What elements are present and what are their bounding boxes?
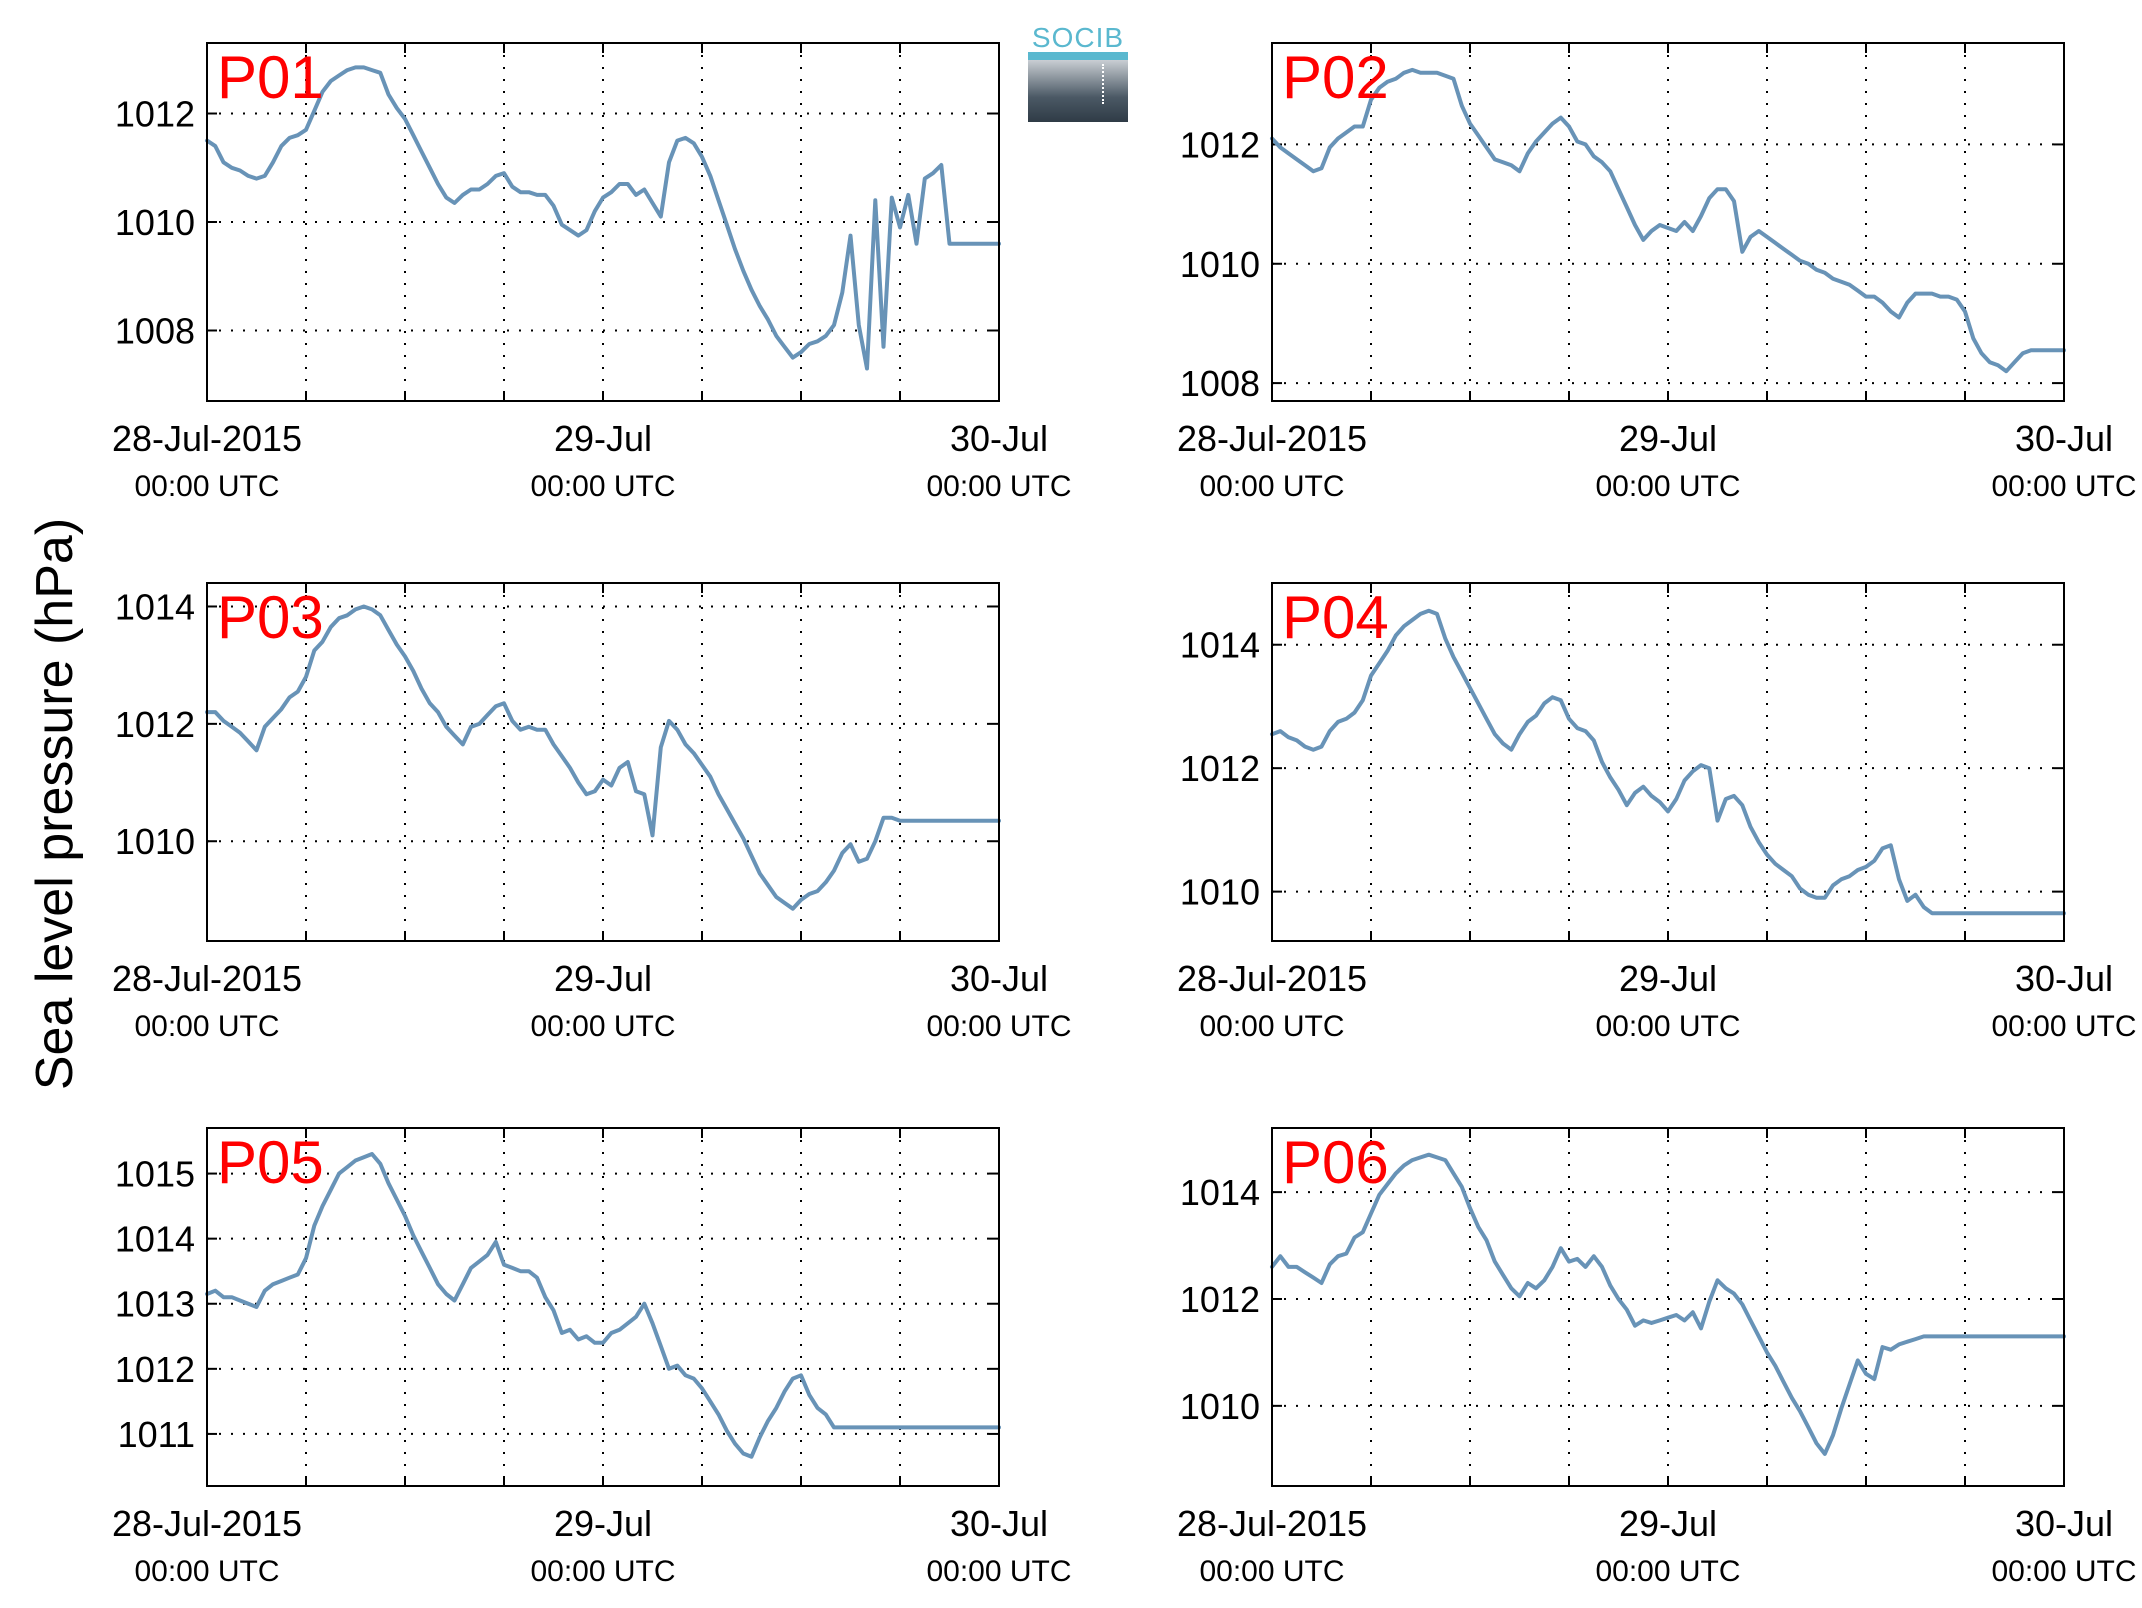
p06-ytick-label: 1014 [1180,1172,1260,1213]
p05-ytick-label: 1012 [115,1349,195,1390]
p04-xtick-label-date: 30-Jul [2015,958,2113,999]
p02-xtick-label-time: 00:00 UTC [1199,470,1344,503]
p02-ytick-label: 1012 [1180,124,1260,165]
p05-xtick-label-date: 28-Jul-2015 [112,1503,302,1544]
p04-xtick-label-time: 00:00 UTC [1199,1010,1344,1043]
p01-ytick-label: 1012 [115,94,195,135]
p01-xtick-label-time: 00:00 UTC [926,470,1071,503]
p03-ytick-label: 1014 [115,586,195,627]
p02-ytick-label: 1008 [1180,363,1260,404]
p03-xtick-label-date: 29-Jul [554,958,652,999]
p04-axes-frame [1271,582,2065,942]
p05-panel-label: P05 [217,1129,324,1196]
p01-xtick-label-time: 00:00 UTC [134,470,279,503]
p04-ytick-label: 1012 [1180,748,1260,789]
p03-axes-frame [206,582,1000,942]
p05-ytick-label: 1014 [115,1219,195,1260]
socib-logo: SOCIB [1028,22,1128,122]
p06-ytick-label: 1012 [1180,1279,1260,1320]
p05-series-line [205,1152,1001,1459]
p05-xtick-label-date: 30-Jul [950,1503,1048,1544]
p03-ytick-label: 1010 [115,821,195,862]
p06-xtick-label-time: 00:00 UTC [1595,1555,1740,1588]
p01-ytick-label: 1010 [115,202,195,243]
p05-xtick-label-time: 00:00 UTC [926,1555,1071,1588]
p06-xtick-label-time: 00:00 UTC [1991,1555,2136,1588]
p02-xtick-label-date: 29-Jul [1619,418,1717,459]
p01-panel-label: P01 [217,44,324,111]
p01-xtick-label-date: 29-Jul [554,418,652,459]
p04-panel-label: P04 [1282,584,1389,651]
p06-xtick-label-time: 00:00 UTC [1199,1555,1344,1588]
p04-xtick-label-time: 00:00 UTC [1595,1010,1740,1043]
p03-panel-label: P03 [217,584,324,651]
p03-xtick-label-date: 30-Jul [950,958,1048,999]
p02-panel-label: P02 [1282,44,1389,111]
p06-xtick-label-date: 30-Jul [2015,1503,2113,1544]
p03-ytick-label: 1012 [115,704,195,745]
p01-xtick-label-date: 30-Jul [950,418,1048,459]
p06-xtick-label-date: 28-Jul-2015 [1177,1503,1367,1544]
p05-xtick-label-time: 00:00 UTC [530,1555,675,1588]
p01-axes-frame [206,42,1000,402]
p03-xtick-label-time: 00:00 UTC [134,1010,279,1043]
p01-xtick-label-time: 00:00 UTC [530,470,675,503]
p03-xtick-label-time: 00:00 UTC [530,1010,675,1043]
p05-xtick-label-date: 29-Jul [554,1503,652,1544]
p04-xtick-label-date: 28-Jul-2015 [1177,958,1367,999]
p01-ytick-label: 1008 [115,310,195,351]
p04-xtick-label-time: 00:00 UTC [1991,1010,2136,1043]
p03-xtick-label-date: 28-Jul-2015 [112,958,302,999]
p02-series-line [1270,67,2066,374]
p01-series-line [205,65,1001,371]
p06-ytick-label: 1010 [1180,1386,1260,1427]
p05-ytick-label: 1011 [118,1414,195,1455]
p05-ytick-label: 1015 [115,1154,195,1195]
p04-ytick-label: 1014 [1180,625,1260,666]
p03-series-line [205,604,1001,911]
p05-ytick-label: 1013 [115,1284,195,1325]
p02-xtick-label-time: 00:00 UTC [1595,470,1740,503]
p02-axes-frame [1271,42,2065,402]
p04-series-line [1270,608,2066,916]
p06-panel-label: P06 [1282,1129,1389,1196]
p04-xtick-label-date: 29-Jul [1619,958,1717,999]
p04-ytick-label: 1010 [1180,872,1260,913]
p01-xtick-label-date: 28-Jul-2015 [112,418,302,459]
p02-xtick-label-time: 00:00 UTC [1991,470,2136,503]
socib-logo-text: SOCIB [1031,22,1125,53]
p06-xtick-label-date: 29-Jul [1619,1503,1717,1544]
p05-axes-frame [206,1127,1000,1487]
p05-xtick-label-time: 00:00 UTC [134,1555,279,1588]
p02-xtick-label-date: 30-Jul [2015,418,2113,459]
p03-xtick-label-time: 00:00 UTC [926,1010,1071,1043]
p02-xtick-label-date: 28-Jul-2015 [1177,418,1367,459]
p06-axes-frame [1271,1127,2065,1487]
p02-ytick-label: 1010 [1180,244,1260,285]
p06-series-line [1270,1152,2066,1456]
